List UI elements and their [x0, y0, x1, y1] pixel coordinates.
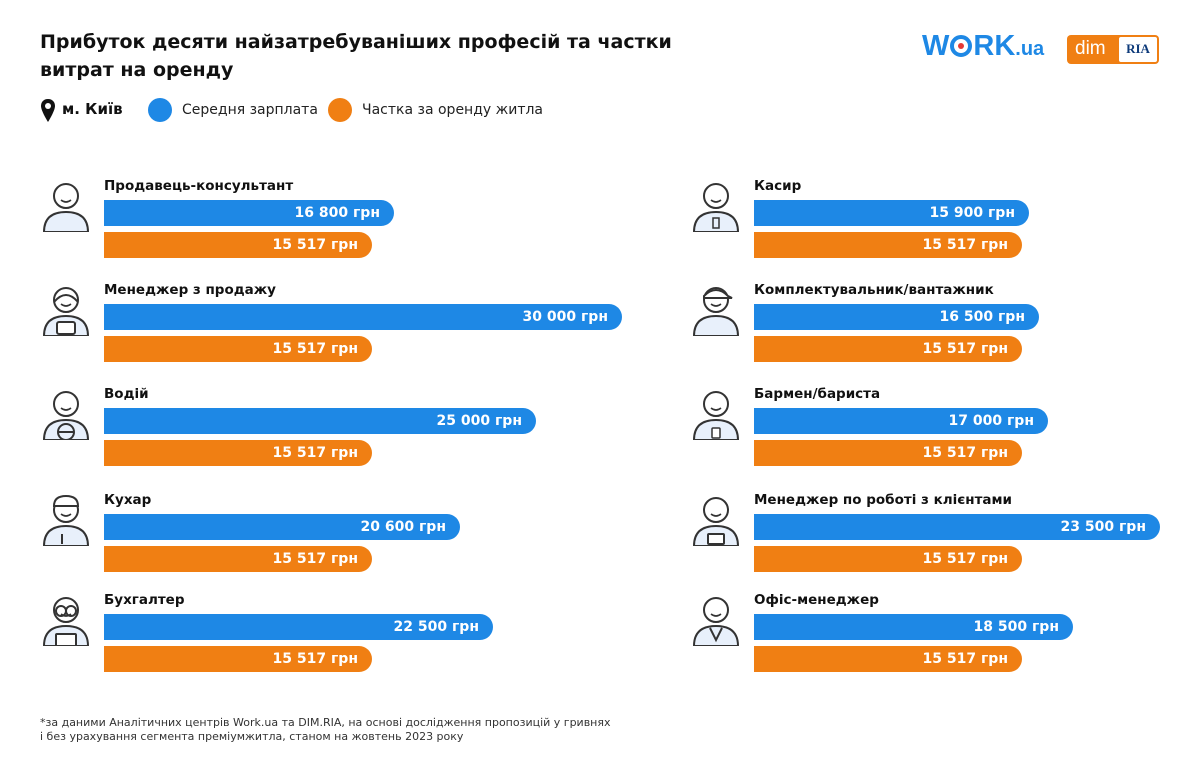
footnote: *за даними Аналітичних центрів Work.ua т…	[40, 716, 680, 744]
legend-salary-swatch	[148, 98, 172, 122]
accountant-icon	[40, 594, 92, 647]
cook-icon	[40, 494, 92, 547]
rent-bar: 15 517 грн	[104, 546, 372, 572]
profession-label: Продавець-консультант	[104, 178, 294, 194]
client-manager-icon	[690, 494, 742, 547]
rent-bar: 15 517 грн	[754, 440, 1022, 466]
footnote-line-2: і без урахування сегмента преміумжитла, …	[40, 730, 464, 743]
driver-icon	[40, 388, 92, 441]
salesperson-icon	[40, 180, 92, 233]
salary-bar: 25 000 грн	[104, 408, 536, 434]
loader-icon	[690, 284, 742, 337]
barista-icon	[690, 388, 742, 441]
rent-bar: 15 517 грн	[104, 336, 372, 362]
legend-salary-label: Середня зарплата	[182, 102, 318, 118]
workua-logo: W RK.ua	[922, 30, 1045, 62]
profession-label: Менеджер по роботі з клієнтами	[754, 492, 1013, 508]
legend-rent-swatch	[328, 98, 352, 122]
salary-bar: 16 500 грн	[754, 304, 1039, 330]
dimria-logo: dim RIA	[1067, 35, 1159, 64]
profession-label: Кухар	[104, 492, 152, 508]
rent-bar: 15 517 грн	[104, 232, 372, 258]
profession-label: Менеджер з продажу	[104, 282, 276, 298]
rent-bar: 15 517 грн	[754, 232, 1022, 258]
sales-manager-icon	[40, 284, 92, 337]
rent-bar: 15 517 грн	[754, 646, 1022, 672]
chart-title: Прибуток десяти найзатребуваніших профес…	[40, 31, 672, 81]
salary-bar: 18 500 грн	[754, 614, 1073, 640]
salary-bar: 20 600 грн	[104, 514, 460, 540]
cashier-icon	[690, 180, 742, 233]
rent-bar: 15 517 грн	[104, 440, 372, 466]
profession-label: Водій	[104, 386, 149, 402]
salary-bar: 22 500 грн	[104, 614, 493, 640]
footnote-line-1: *за даними Аналітичних центрів Work.ua т…	[40, 716, 611, 729]
location-pin-icon	[41, 99, 55, 122]
salary-bar: 17 000 грн	[754, 408, 1048, 434]
legend-city: м. Київ	[62, 100, 123, 118]
salary-bar: 30 000 грн	[104, 304, 622, 330]
rent-bar: 15 517 грн	[754, 336, 1022, 362]
profession-label: Офіс-менеджер	[754, 592, 879, 608]
rent-bar: 15 517 грн	[104, 646, 372, 672]
legend-rent-label: Частка за оренду житла	[362, 102, 544, 118]
salary-bar: 16 800 грн	[104, 200, 394, 226]
salary-bar: 15 900 грн	[754, 200, 1029, 226]
profession-label: Бармен/бариста	[754, 386, 881, 402]
salary-bar: 23 500 грн	[754, 514, 1160, 540]
office-manager-icon	[690, 594, 742, 647]
workua-logo-o-icon	[950, 35, 973, 57]
rent-bar: 15 517 грн	[754, 546, 1022, 572]
profession-label: Касир	[754, 178, 802, 194]
profession-label: Комплектувальник/вантажник	[754, 282, 994, 298]
profession-label: Бухгалтер	[104, 592, 185, 608]
